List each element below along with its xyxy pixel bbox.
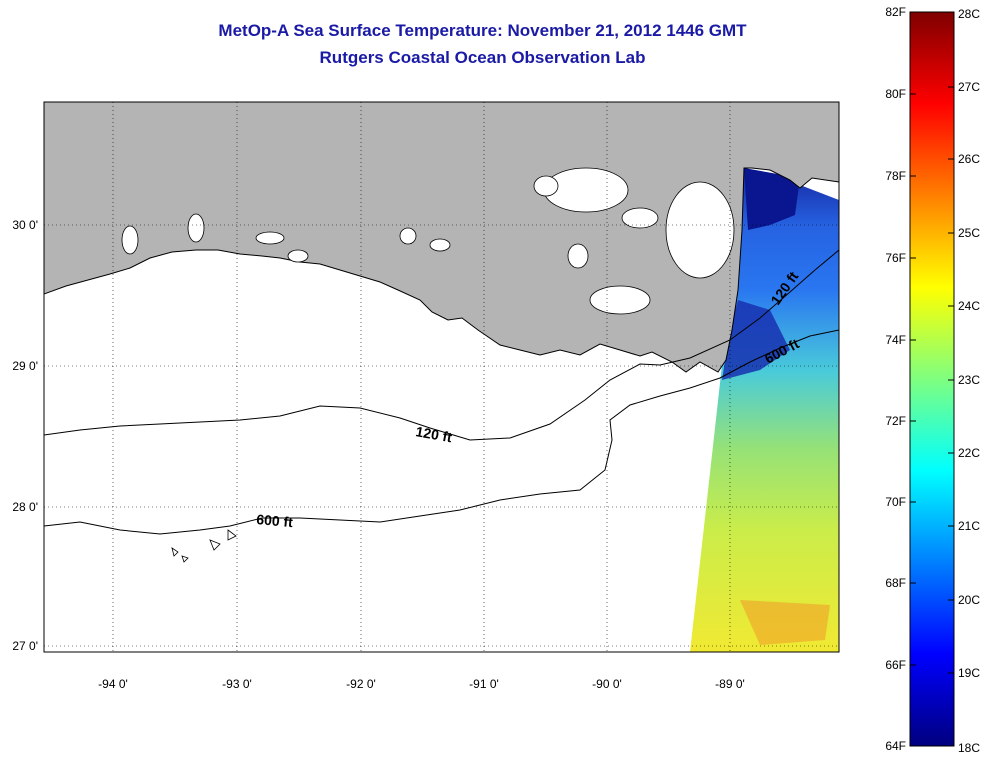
lake-2 (429, 238, 451, 252)
lake-maurepas (533, 175, 559, 197)
graticule (44, 102, 839, 652)
c-label-26: 26C (958, 152, 980, 166)
lon-label-89: -89 0' (715, 677, 745, 691)
grand-lake (255, 231, 285, 245)
lake-1 (399, 227, 417, 245)
sst-cold-patch (744, 168, 800, 230)
colorbar-gradient (909, 11, 955, 747)
f-label-72: 72F (885, 414, 906, 428)
c-label-24: 24C (958, 299, 980, 313)
lat-label-28: 28 0' (12, 500, 38, 514)
contour-600ft (44, 329, 839, 535)
chandeleur-sound (665, 181, 735, 279)
c-label-18: 18C (958, 741, 980, 755)
small-islands (171, 529, 237, 563)
calcasieu-lake (187, 213, 205, 243)
f-label-78: 78F (885, 169, 906, 183)
f-label-68: 68F (885, 576, 906, 590)
lake-borgne (621, 207, 659, 229)
sst-swath (690, 168, 839, 652)
c-label-21: 21C (958, 519, 980, 533)
sst-cold-plume (722, 300, 790, 380)
f-label-76: 76F (885, 251, 906, 265)
barataria-bay (589, 285, 651, 315)
contour-label-120ft-west: 120 ft (414, 423, 453, 445)
map-subtitle: Rutgers Coastal Ocean Observation Lab (319, 48, 646, 67)
lon-label-94: -94 0' (98, 677, 128, 691)
lon-label-90: -90 0' (592, 677, 622, 691)
f-label-80: 80F (885, 87, 906, 101)
lon-label-91: -91 0' (469, 677, 499, 691)
sst-warm-patch (740, 600, 830, 645)
sabine-lake (121, 225, 139, 255)
contour-label-600ft-west: 600 ft (256, 511, 294, 530)
c-label-28: 28C (958, 7, 980, 21)
colorbar: 82F 80F 78F 76F 74F 72F 70F 68F 66F 64F … (885, 5, 980, 755)
lon-label-92: -92 0' (346, 677, 376, 691)
lat-label-30: 30 0' (12, 218, 38, 232)
f-label-82: 82F (885, 5, 906, 19)
map-title: MetOp-A Sea Surface Temperature: Novembe… (218, 21, 747, 40)
lake-3 (567, 243, 589, 269)
c-label-22: 22C (958, 446, 980, 460)
f-label-70: 70F (885, 495, 906, 509)
contour-120ft (44, 249, 839, 441)
lon-label-93: -93 0' (222, 677, 252, 691)
c-label-20: 20C (958, 593, 980, 607)
c-label-19: 19C (958, 666, 980, 680)
c-label-23: 23C (958, 373, 980, 387)
white-lake (287, 249, 309, 263)
f-label-64: 64F (885, 739, 906, 753)
c-label-25: 25C (958, 226, 980, 240)
f-label-74: 74F (885, 333, 906, 347)
lat-label-27: 27 0' (12, 639, 38, 653)
lat-label-29: 29 0' (12, 359, 38, 373)
c-label-27: 27C (958, 80, 980, 94)
f-label-66: 66F (885, 658, 906, 672)
